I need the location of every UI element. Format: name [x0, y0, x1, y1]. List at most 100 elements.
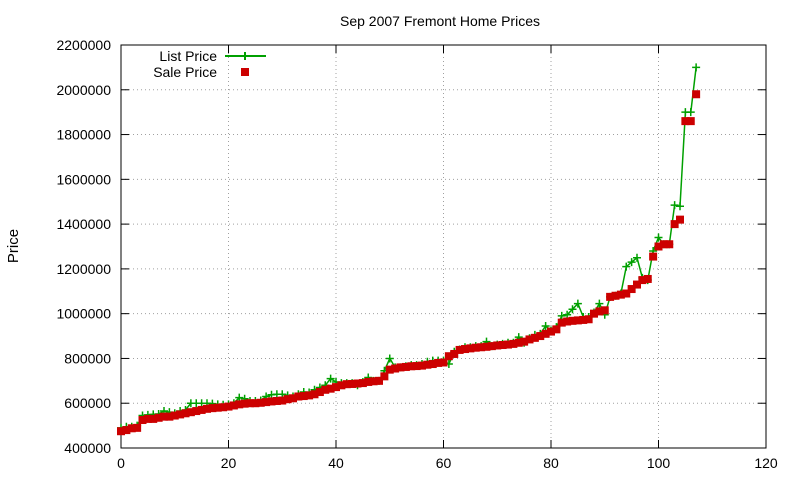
sale-price-point	[181, 409, 190, 418]
sale-price-point	[197, 405, 206, 414]
legend-marker-sale-price	[241, 68, 249, 76]
legend: List Price Sale Price	[153, 48, 266, 80]
x-tick-label: 0	[117, 455, 125, 471]
list-price-point	[385, 354, 394, 363]
sale-price-point	[692, 90, 701, 99]
list-price-point	[563, 310, 572, 319]
legend-label-list-price: List Price	[159, 48, 217, 64]
sale-price-point	[477, 343, 486, 352]
list-price-point	[568, 305, 577, 314]
list-price-point	[557, 311, 566, 320]
sale-price-point	[536, 332, 545, 341]
sale-price-point	[208, 404, 217, 413]
sale-price-point	[299, 392, 308, 401]
y-axis-ticks: 400000 600000 800000 1000000 1200000 1400000 1…	[56, 37, 766, 456]
x-axis-ticks: 0 20 40 60 80 100 120	[117, 45, 778, 471]
list-price-point	[595, 299, 604, 308]
list-price-point	[326, 374, 335, 383]
sale-price-point	[278, 396, 287, 405]
y-tick-label: 800000	[64, 350, 111, 366]
sale-price-point	[283, 395, 292, 404]
sale-price-point	[579, 315, 588, 324]
sale-price-point	[407, 362, 416, 371]
list-price-point	[676, 202, 684, 211]
list-price-point	[670, 201, 679, 210]
sale-price-point	[127, 424, 136, 433]
x-tick-label: 80	[543, 455, 559, 471]
sale-price-point	[160, 412, 168, 421]
sale-price-point	[133, 423, 142, 432]
y-tick-label: 1600000	[56, 171, 111, 187]
sale-price-point	[547, 327, 555, 336]
sale-price-point	[219, 403, 228, 412]
sale-price-point	[595, 307, 604, 316]
list-price-point	[633, 253, 641, 262]
sale-price-point	[471, 343, 480, 352]
sale-price-point	[310, 390, 319, 399]
sale-price-point	[396, 363, 405, 372]
sale-price-point	[665, 240, 674, 249]
sale-price-point	[643, 274, 652, 283]
sale-price-point	[229, 401, 238, 410]
x-tick-label: 40	[328, 455, 344, 471]
sale-price-point	[315, 388, 324, 397]
sale-price-point	[573, 316, 582, 325]
sale-price-point	[235, 400, 244, 409]
y-axis-label: Price	[5, 229, 22, 263]
y-tick-label: 1400000	[56, 216, 111, 232]
x-tick-label: 60	[436, 455, 452, 471]
sale-price-point	[606, 292, 615, 301]
sale-price-point	[358, 379, 367, 388]
sale-price-point	[117, 427, 125, 436]
x-tick-label: 20	[221, 455, 237, 471]
sale-price-point	[568, 316, 577, 325]
legend-label-sale-price: Sale Price	[153, 64, 217, 80]
sale-price-point	[504, 340, 512, 349]
y-tick-label: 1000000	[56, 306, 111, 322]
sale-price-point	[461, 345, 469, 354]
sale-price-point	[649, 252, 658, 261]
y-tick-label: 1800000	[56, 127, 111, 143]
sale-price-point	[348, 379, 357, 388]
sale-price-point	[622, 289, 631, 298]
sale-price-point	[493, 341, 502, 350]
sale-price-point	[412, 362, 421, 371]
sale-price-point	[154, 413, 163, 422]
sale-price-point	[541, 329, 550, 338]
sale-price-point	[638, 276, 647, 285]
list-price-point	[654, 233, 663, 242]
sale-price-point	[165, 412, 174, 421]
sale-price-point	[654, 242, 663, 251]
sale-price-point	[391, 364, 400, 373]
sale-price-point	[256, 398, 265, 407]
sale-price-point	[224, 402, 233, 411]
sale-price-point	[122, 426, 131, 435]
sale-price-point	[520, 337, 529, 346]
sale-price-point	[659, 240, 668, 249]
sale-price-point	[342, 380, 351, 389]
y-tick-label: 2200000	[56, 37, 111, 53]
sale-price-point	[401, 362, 410, 371]
sale-price-point	[138, 416, 147, 425]
x-tick-label: 100	[647, 455, 671, 471]
sale-price-point	[428, 360, 437, 369]
sale-price-point	[326, 384, 335, 393]
sale-price-point	[375, 376, 383, 385]
sale-price-point	[444, 352, 453, 361]
sale-price-point	[676, 215, 684, 224]
list-price-point	[622, 262, 631, 271]
x-tick-label: 120	[754, 455, 778, 471]
y-tick-label: 2000000	[56, 82, 111, 98]
sale-price-point	[251, 399, 260, 408]
sale-price-point	[149, 414, 158, 423]
sale-price-point	[681, 117, 690, 126]
sale-price-point	[434, 358, 443, 367]
sale-price-point	[552, 325, 561, 334]
sale-price-point	[272, 396, 281, 405]
sale-price-point	[332, 383, 340, 392]
list-price-point	[541, 321, 550, 330]
sale-price-series	[117, 90, 701, 436]
sale-price-point	[487, 342, 496, 351]
sale-price-point	[203, 404, 211, 413]
sale-price-point	[627, 285, 636, 294]
